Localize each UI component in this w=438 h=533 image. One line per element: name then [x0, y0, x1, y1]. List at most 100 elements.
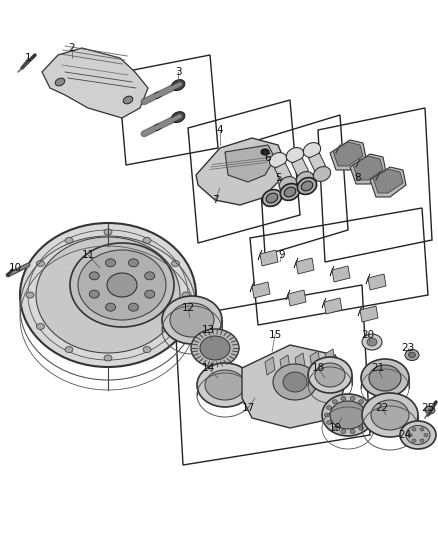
Ellipse shape	[104, 355, 112, 361]
Ellipse shape	[369, 365, 401, 391]
Ellipse shape	[315, 363, 345, 387]
Polygon shape	[260, 250, 278, 266]
Ellipse shape	[65, 346, 73, 352]
Ellipse shape	[313, 167, 331, 181]
Polygon shape	[296, 258, 314, 274]
Polygon shape	[275, 163, 291, 181]
Text: 9: 9	[279, 250, 285, 260]
Ellipse shape	[364, 421, 369, 424]
Ellipse shape	[297, 177, 317, 195]
Ellipse shape	[172, 79, 185, 91]
Polygon shape	[324, 298, 342, 314]
Polygon shape	[360, 306, 378, 322]
Text: 21: 21	[371, 363, 385, 373]
Polygon shape	[366, 274, 370, 284]
Text: 5: 5	[275, 173, 281, 183]
Ellipse shape	[409, 352, 416, 358]
Polygon shape	[330, 140, 366, 170]
Text: 24: 24	[399, 430, 412, 440]
Ellipse shape	[128, 259, 138, 267]
Ellipse shape	[420, 439, 424, 442]
Polygon shape	[358, 306, 362, 316]
Text: 11: 11	[81, 250, 95, 260]
Ellipse shape	[143, 237, 151, 244]
Ellipse shape	[70, 243, 174, 327]
Ellipse shape	[283, 372, 307, 392]
Polygon shape	[280, 355, 290, 373]
Polygon shape	[310, 351, 320, 369]
Ellipse shape	[107, 273, 137, 297]
Ellipse shape	[362, 334, 382, 350]
Ellipse shape	[301, 181, 313, 191]
Ellipse shape	[280, 183, 300, 200]
Polygon shape	[353, 156, 383, 180]
Text: 19: 19	[328, 423, 342, 433]
Polygon shape	[350, 154, 386, 184]
Text: 1: 1	[25, 53, 31, 63]
Ellipse shape	[284, 187, 296, 197]
Polygon shape	[308, 153, 325, 171]
Ellipse shape	[361, 359, 409, 397]
Text: 25: 25	[421, 403, 434, 413]
Ellipse shape	[36, 261, 44, 266]
Ellipse shape	[55, 78, 65, 86]
Ellipse shape	[65, 237, 73, 244]
Ellipse shape	[36, 237, 180, 353]
Ellipse shape	[341, 397, 346, 400]
Ellipse shape	[26, 292, 34, 298]
Ellipse shape	[425, 406, 435, 414]
Ellipse shape	[297, 172, 314, 187]
Ellipse shape	[405, 350, 419, 360]
Polygon shape	[286, 290, 290, 300]
Ellipse shape	[279, 176, 297, 191]
Ellipse shape	[332, 400, 337, 403]
Text: 2: 2	[69, 43, 75, 53]
Ellipse shape	[145, 290, 155, 298]
Ellipse shape	[36, 324, 44, 329]
Ellipse shape	[359, 400, 364, 403]
Ellipse shape	[412, 428, 416, 431]
Ellipse shape	[273, 364, 317, 400]
Ellipse shape	[406, 425, 430, 445]
Ellipse shape	[172, 112, 185, 123]
Ellipse shape	[200, 336, 230, 360]
Ellipse shape	[420, 428, 424, 431]
Polygon shape	[295, 353, 305, 371]
Ellipse shape	[172, 261, 180, 266]
Ellipse shape	[205, 370, 245, 400]
Ellipse shape	[286, 148, 304, 163]
Ellipse shape	[362, 393, 418, 437]
Text: 18: 18	[311, 363, 325, 373]
Polygon shape	[252, 282, 270, 298]
Ellipse shape	[145, 272, 155, 280]
Text: 23: 23	[401, 343, 415, 353]
Ellipse shape	[332, 426, 337, 430]
Ellipse shape	[308, 357, 352, 393]
Text: 15: 15	[268, 330, 282, 340]
Ellipse shape	[182, 292, 190, 298]
Ellipse shape	[400, 421, 436, 449]
Ellipse shape	[341, 430, 346, 433]
Ellipse shape	[172, 324, 180, 329]
Polygon shape	[258, 250, 262, 260]
Ellipse shape	[162, 296, 222, 344]
Polygon shape	[322, 298, 326, 308]
Ellipse shape	[367, 338, 377, 346]
Ellipse shape	[89, 272, 99, 280]
Ellipse shape	[327, 406, 332, 410]
Ellipse shape	[325, 413, 329, 417]
Ellipse shape	[89, 290, 99, 298]
Ellipse shape	[154, 92, 161, 99]
Ellipse shape	[191, 329, 239, 367]
Polygon shape	[330, 266, 334, 276]
Ellipse shape	[371, 400, 409, 430]
Polygon shape	[292, 158, 308, 176]
Text: 22: 22	[375, 403, 389, 413]
Polygon shape	[196, 138, 285, 205]
Ellipse shape	[128, 303, 138, 311]
Ellipse shape	[154, 124, 161, 131]
Ellipse shape	[424, 433, 428, 437]
Ellipse shape	[106, 303, 116, 311]
Text: 12: 12	[181, 303, 194, 313]
Ellipse shape	[408, 433, 412, 437]
